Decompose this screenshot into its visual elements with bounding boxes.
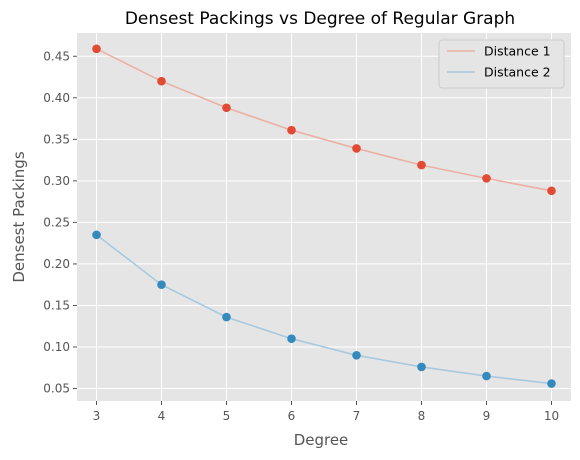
x-tick-label: 10: [544, 409, 559, 423]
y-tick-label: 0.10: [43, 340, 70, 354]
series-1-point: [352, 144, 361, 153]
series-1-point: [417, 160, 426, 170]
series-group: [92, 44, 556, 388]
series-1-point: [157, 76, 166, 86]
series-2-point: [547, 379, 556, 388]
series-2-point: [92, 230, 101, 240]
x-tick-label: 3: [93, 409, 101, 423]
legend-label-2: Distance 2: [484, 65, 551, 80]
y-ticks: 0.05 0.10 0.15 0.20 0.25 0.30 0.35 0.40 0.45: [43, 49, 77, 396]
series-2-point: [287, 334, 296, 343]
y-tick-label: 0.45: [43, 49, 70, 63]
series-2-point: [482, 371, 491, 381]
y-tick-label: 0.05: [43, 382, 70, 396]
x-axis-label: Degree: [294, 431, 349, 449]
series-1-point: [287, 125, 296, 135]
x-tick-label: 8: [418, 409, 426, 423]
series-1-point: [92, 44, 101, 54]
plot-area: [77, 33, 571, 401]
y-tick-label: 0.30: [43, 174, 70, 188]
x-tick-label: 4: [158, 409, 166, 423]
y-tick-label: 0.15: [43, 298, 70, 312]
series-2-point: [157, 280, 166, 290]
series-1-point: [222, 103, 231, 113]
x-ticks: 3 4 5 6 7 8 9 10: [93, 401, 559, 423]
chart-title: Densest Packings vs Degree of Regular Gr…: [125, 9, 515, 29]
series-1-point: [547, 186, 556, 196]
x-tick-label: 7: [353, 409, 361, 423]
x-tick-label: 5: [223, 409, 231, 423]
y-tick-label: 0.40: [43, 91, 70, 105]
legend-box: [438, 39, 565, 89]
x-tick-label: 9: [483, 409, 491, 423]
y-tick-label: 0.25: [43, 215, 70, 229]
series-2-point: [417, 362, 426, 372]
series-2-point: [352, 351, 361, 360]
legend: Distance 1 Distance 2: [438, 39, 565, 89]
y-axis-label: Densest Packings: [10, 151, 28, 282]
x-tick-label: 6: [288, 409, 296, 423]
legend-label-1: Distance 1: [484, 44, 551, 59]
y-tick-label: 0.35: [43, 132, 70, 146]
series-line-2: [96, 234, 552, 385]
y-tick-label: 0.20: [43, 257, 70, 271]
series-2-point: [222, 312, 231, 322]
series-line-1: [96, 48, 552, 192]
series-1-point: [482, 174, 491, 183]
